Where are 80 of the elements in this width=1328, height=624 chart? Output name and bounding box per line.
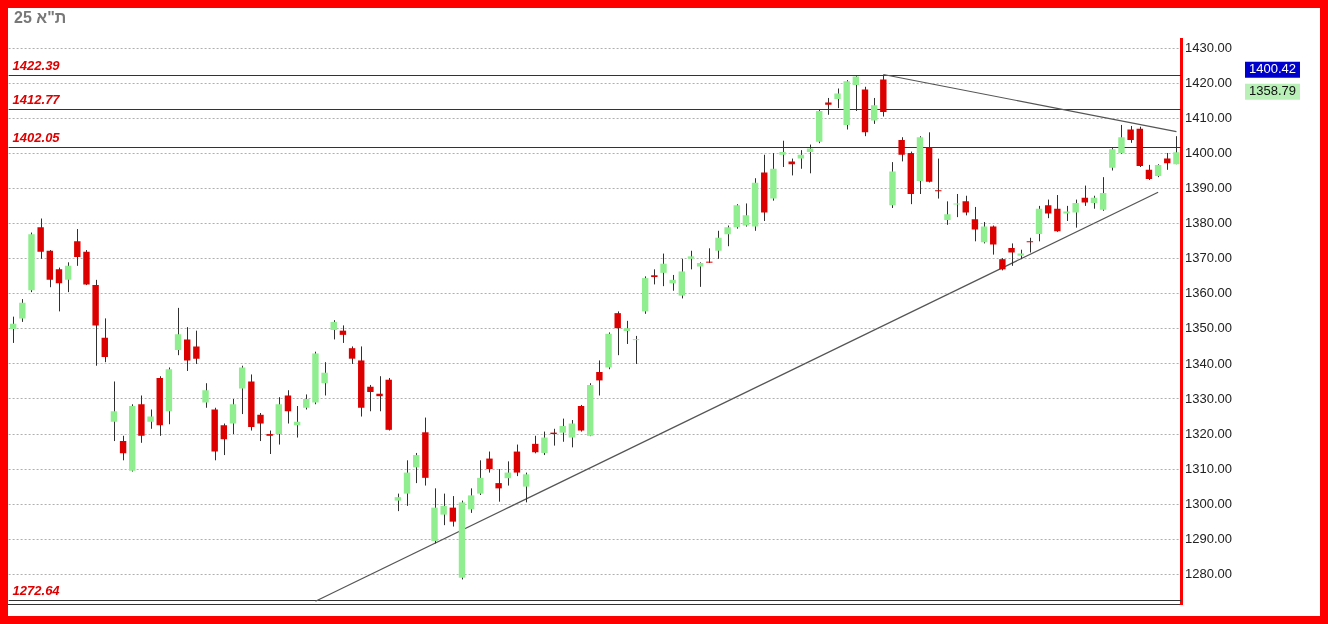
candlestick <box>660 253 667 287</box>
candlestick <box>1008 242 1015 267</box>
candlestick <box>495 468 502 503</box>
candlestick <box>971 206 979 242</box>
candlestick <box>238 365 246 415</box>
candlestick <box>284 389 292 425</box>
y-tick-label: 1310.00 <box>1185 460 1232 476</box>
y-tick-label: 1370.00 <box>1185 250 1232 266</box>
candlestick <box>266 430 273 455</box>
y-tick-label: 1380.00 <box>1185 215 1232 231</box>
candlestick <box>220 423 228 456</box>
candlestick <box>119 435 127 461</box>
candlestick <box>64 261 72 293</box>
candlestick <box>202 382 209 409</box>
candlestick <box>19 298 26 323</box>
candlestick <box>174 307 182 356</box>
y-tick-label: 1300.00 <box>1185 495 1232 511</box>
candlestick <box>623 320 631 345</box>
candlestick <box>321 361 328 396</box>
y-tick-label: 1420.00 <box>1185 75 1232 91</box>
candlestick <box>330 319 337 340</box>
candlestick <box>944 200 951 226</box>
candlestick <box>101 317 108 363</box>
ref-line-label: 1422.39 <box>12 58 61 74</box>
candlestick <box>229 398 237 435</box>
candlestick <box>715 230 722 260</box>
y-tick-label: 1400.00 <box>1185 145 1232 161</box>
candlestick <box>797 149 805 170</box>
chart-title: ת"א 25 <box>13 8 67 28</box>
candlestick <box>440 493 447 526</box>
candlestick <box>724 225 731 247</box>
candlestick <box>55 267 63 312</box>
ref-line-label: 1402.05 <box>12 129 61 145</box>
candlestick <box>1072 199 1079 229</box>
candlestick <box>193 330 200 365</box>
candlestick <box>696 261 704 288</box>
candlestick <box>184 326 191 372</box>
candlestick <box>1099 176 1107 212</box>
ref-line-label: 1272.64 <box>12 583 61 599</box>
candlestick <box>449 495 457 528</box>
candlestick <box>962 195 969 216</box>
y-tick-label: 1280.00 <box>1185 565 1232 581</box>
candlestick <box>632 335 640 365</box>
candlestick <box>541 431 548 456</box>
candlestick <box>1054 194 1061 233</box>
candlestick <box>486 451 493 474</box>
y-tick-label: 1340.00 <box>1185 355 1232 371</box>
candlestick <box>596 359 603 396</box>
candlestick <box>74 228 81 267</box>
candlestick <box>513 444 521 477</box>
candlestick <box>742 202 750 228</box>
candlestick <box>614 310 621 356</box>
candlestick <box>467 487 475 514</box>
candlestick <box>559 418 566 443</box>
candlestick <box>953 193 960 218</box>
candlestick <box>1044 199 1052 219</box>
candlestick <box>367 384 374 412</box>
y-tick-label: 1360.00 <box>1185 285 1232 301</box>
text: 1400.42 <box>1249 61 1296 77</box>
candlestick <box>110 380 118 442</box>
y-tick-label: 1410.00 <box>1185 110 1232 126</box>
y-tick-label: 1350.00 <box>1185 320 1232 336</box>
y-tick-label: 1430.00 <box>1185 40 1232 56</box>
candlestick <box>706 247 713 264</box>
candlestick <box>257 412 264 442</box>
y-tick-label: 1290.00 <box>1185 530 1232 546</box>
y-tick-label: 1330.00 <box>1185 390 1232 406</box>
candlestick <box>568 419 576 448</box>
text: 1358.79 <box>1249 83 1296 99</box>
candlestick <box>403 459 411 507</box>
candlestick <box>522 472 530 503</box>
candlestick <box>687 250 695 270</box>
ref-line-label: 1412.77 <box>12 92 61 108</box>
candlestick <box>1026 237 1034 254</box>
y-tick-label: 1390.00 <box>1185 180 1232 196</box>
y-tick-label: 1320.00 <box>1185 425 1232 441</box>
candlestick <box>412 452 420 484</box>
candlestick <box>147 409 154 430</box>
candlestick <box>733 203 740 230</box>
candlestick <box>477 459 484 496</box>
